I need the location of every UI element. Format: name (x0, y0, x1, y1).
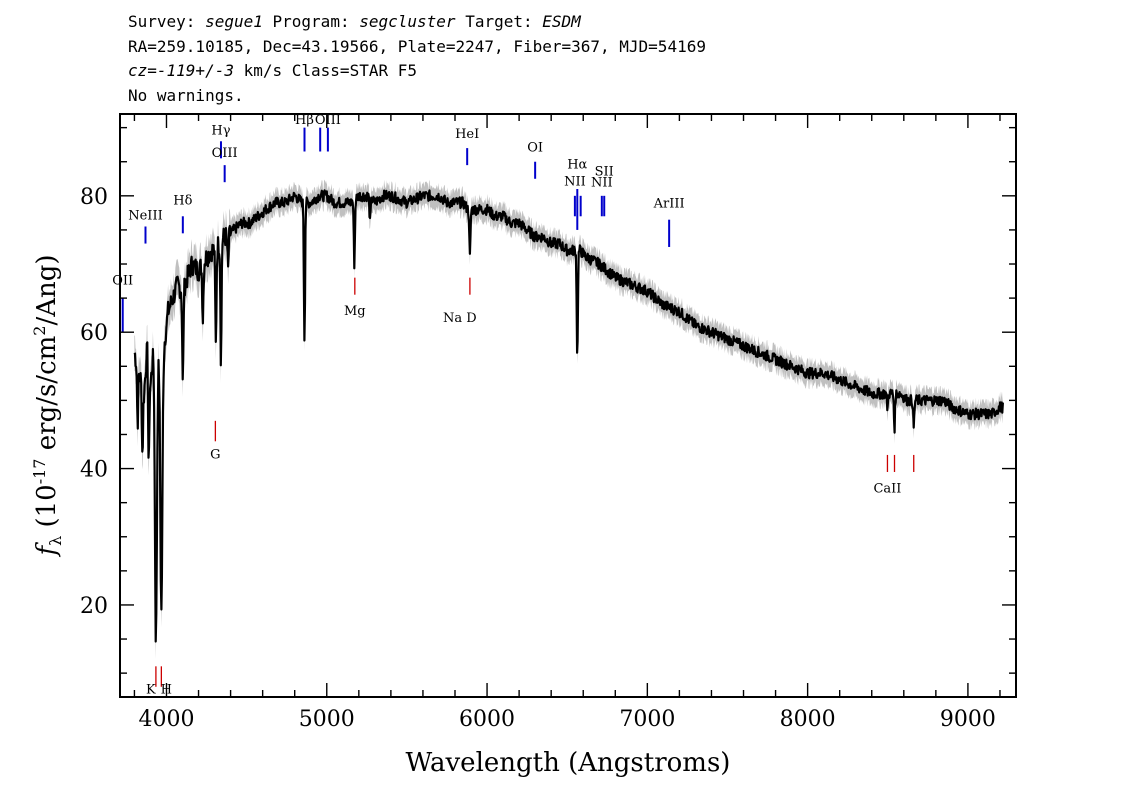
line-label-hα: Hα (567, 158, 587, 173)
line-label-mg: Mg (344, 304, 366, 319)
y-tick-label: 60 (80, 321, 108, 346)
y-axis-subscript: λ (46, 536, 65, 546)
line-label-oii: OII (112, 273, 133, 288)
y-axis-units-mid: erg/s/cm (32, 336, 62, 459)
line-markers-layer (121, 127, 915, 687)
plot-frame (119, 113, 1017, 698)
axis-tick-labels: 4000 5000 6000 7000 8000 9000 20 40 60 80 (80, 185, 996, 732)
y-axis-units-open: (10 (32, 484, 62, 536)
line-label-oi: OI (527, 141, 543, 156)
line-label-hβ: Hβ (295, 113, 314, 128)
survey-value: segue1 (205, 12, 263, 31)
x-tick-label: 4000 (138, 707, 194, 732)
axis-ticks (120, 114, 1016, 697)
redshift-value: cz=-119+/-3 (128, 61, 234, 80)
survey-label: Survey: (128, 12, 196, 31)
x-tick-label: 9000 (940, 707, 996, 732)
line-label-neiii: NeIII (128, 209, 162, 224)
line-label-caii: CaII (873, 481, 901, 496)
line-label-hγ: Hγ (211, 123, 230, 138)
line-label-g: G (210, 447, 220, 462)
line-label-ariii: ArIII (653, 196, 685, 211)
svg-text:fλ (10-17 erg/s/cm2/Ang): fλ (10-17 erg/s/cm2/Ang) (30, 254, 65, 557)
target-label: Target: (465, 12, 533, 31)
flux-layer (133, 189, 1004, 643)
header-line-3: cz=-119+/-3 km/s Class=STAR F5 (128, 61, 417, 81)
x-tick-label: 5000 (299, 707, 355, 732)
y-axis-exponent: -17 (30, 459, 49, 485)
y-tick-label: 80 (80, 185, 108, 210)
class-text: km/s Class=STAR F5 (233, 61, 417, 80)
y-axis-units-close: /Ang) (32, 254, 62, 325)
header-line-4: No warnings. (128, 86, 244, 105)
line-label-nii: NII (564, 175, 586, 190)
y-axis-label: fλ (10-17 erg/s/cm2/Ang) (30, 254, 65, 557)
line-label-oiii: OIII (315, 113, 341, 128)
line-label-k: K (146, 683, 156, 698)
y-tick-label: 20 (80, 594, 108, 619)
line-label-na: Na D (443, 311, 477, 326)
line-label-oiii: OIII (212, 146, 238, 161)
header-line-2: RA=259.10185, Dec=43.19566, Plate=2247, … (128, 37, 706, 56)
x-tick-label: 7000 (619, 707, 675, 732)
program-value: segcluster (359, 12, 456, 31)
line-label-hδ: Hδ (173, 194, 192, 209)
x-axis-label: Wavelength (Angstroms) (406, 748, 731, 778)
y-tick-label: 40 (80, 458, 108, 483)
x-tick-label: 8000 (780, 707, 836, 732)
line-label-sii: SII (595, 164, 614, 179)
x-tick-label: 6000 (459, 707, 515, 732)
flux-series-line (133, 189, 1004, 643)
target-value: ESDM (542, 12, 581, 31)
y-axis-square: 2 (30, 326, 49, 336)
line-label-hei: HeI (455, 127, 479, 142)
line-label-nii: NII (591, 175, 613, 190)
program-label: Program: (272, 12, 350, 31)
header-line-1: Survey: segue1 Program: segcluster Targe… (128, 12, 581, 32)
